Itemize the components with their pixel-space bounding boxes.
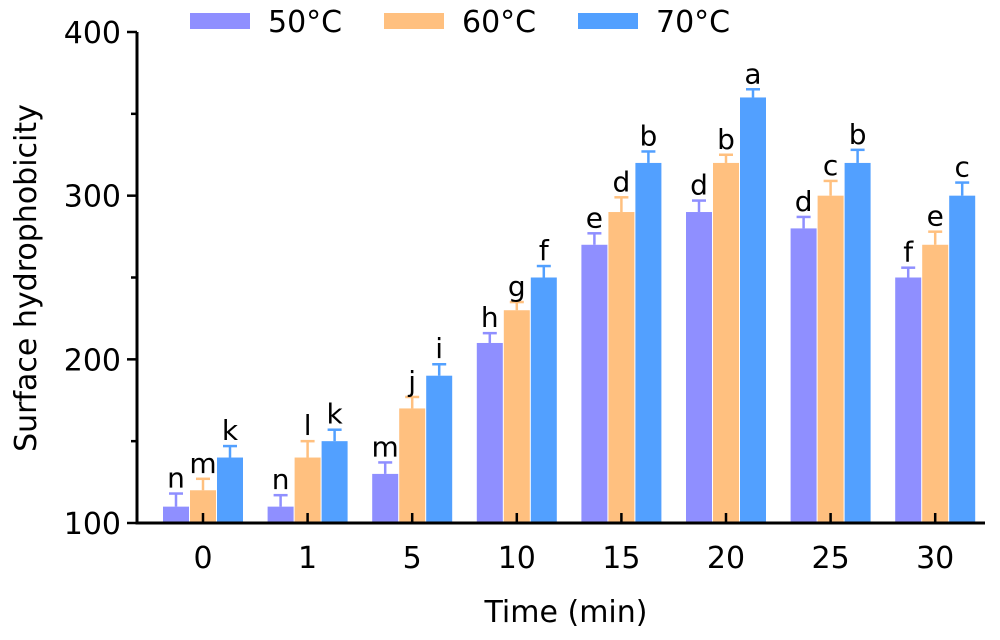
significance-letter: b	[849, 118, 867, 151]
significance-letter: e	[927, 200, 944, 233]
legend-label: 60°C	[462, 5, 536, 40]
bar	[530, 277, 557, 523]
bar	[217, 457, 243, 523]
significance-letter: m	[189, 447, 216, 480]
bar	[399, 408, 426, 523]
bar	[372, 473, 399, 523]
significance-letter: k	[222, 414, 239, 447]
significance-letter: l	[304, 409, 312, 442]
significance-letter: d	[690, 169, 708, 202]
legend-label: 70°C	[656, 5, 730, 40]
bar	[740, 97, 766, 523]
bar	[581, 244, 608, 523]
significance-letter: c	[823, 149, 838, 182]
x-tick-label: 1	[298, 541, 317, 576]
x-tick-label: 25	[812, 541, 850, 576]
significance-letter: d	[613, 165, 631, 198]
bar	[321, 441, 348, 523]
legend-swatch	[578, 13, 638, 29]
y-tick-label: 400	[64, 16, 121, 51]
legend: 50°C 60°C 70°C	[190, 5, 730, 40]
bar	[426, 375, 453, 523]
significance-letter: f	[539, 234, 550, 267]
significance-letter: b	[640, 119, 658, 152]
y-tick-label: 100	[64, 507, 121, 542]
significance-letter: c	[954, 151, 969, 184]
bar	[267, 506, 294, 523]
bar	[817, 195, 844, 523]
x-tick-label: 10	[498, 541, 536, 576]
significance-letter: d	[795, 185, 813, 218]
significance-letter: j	[407, 365, 416, 398]
x-tick-label: 20	[707, 541, 745, 576]
bar	[686, 212, 712, 524]
significance-letter: i	[435, 332, 443, 365]
significance-letter: k	[326, 398, 343, 431]
legend-label: 50°C	[268, 5, 342, 40]
bar	[608, 212, 635, 524]
significance-letter: g	[508, 270, 526, 303]
significance-letter: n	[167, 462, 185, 495]
y-tick-label: 300	[64, 180, 121, 215]
x-tick-label: 30	[916, 541, 954, 576]
x-axis-label: Time (min)	[484, 595, 648, 630]
bar	[713, 162, 739, 523]
x-tick-label: 15	[602, 541, 640, 576]
significance-letter: f	[903, 236, 914, 269]
bar	[790, 228, 817, 523]
y-axis-label: Surface hydrophobicity	[9, 104, 44, 452]
x-tick-label: 5	[403, 541, 422, 576]
bar	[503, 310, 530, 523]
bar	[163, 506, 189, 523]
significance-letter: n	[272, 463, 290, 496]
x-tick-label: 0	[193, 541, 212, 576]
legend-swatch	[384, 13, 444, 29]
y-tick-label: 200	[64, 343, 121, 378]
legend-swatch	[190, 13, 250, 29]
bar	[294, 457, 321, 523]
significance-letter: a	[744, 57, 761, 90]
significance-letter: m	[372, 430, 399, 463]
bar	[476, 342, 503, 523]
significance-letter: e	[586, 201, 603, 234]
bar	[949, 195, 976, 523]
significance-letter: h	[481, 301, 499, 334]
bar	[635, 162, 662, 523]
bar	[895, 277, 922, 523]
significance-letter: b	[717, 123, 735, 156]
bar	[922, 244, 949, 523]
bar	[844, 162, 871, 523]
